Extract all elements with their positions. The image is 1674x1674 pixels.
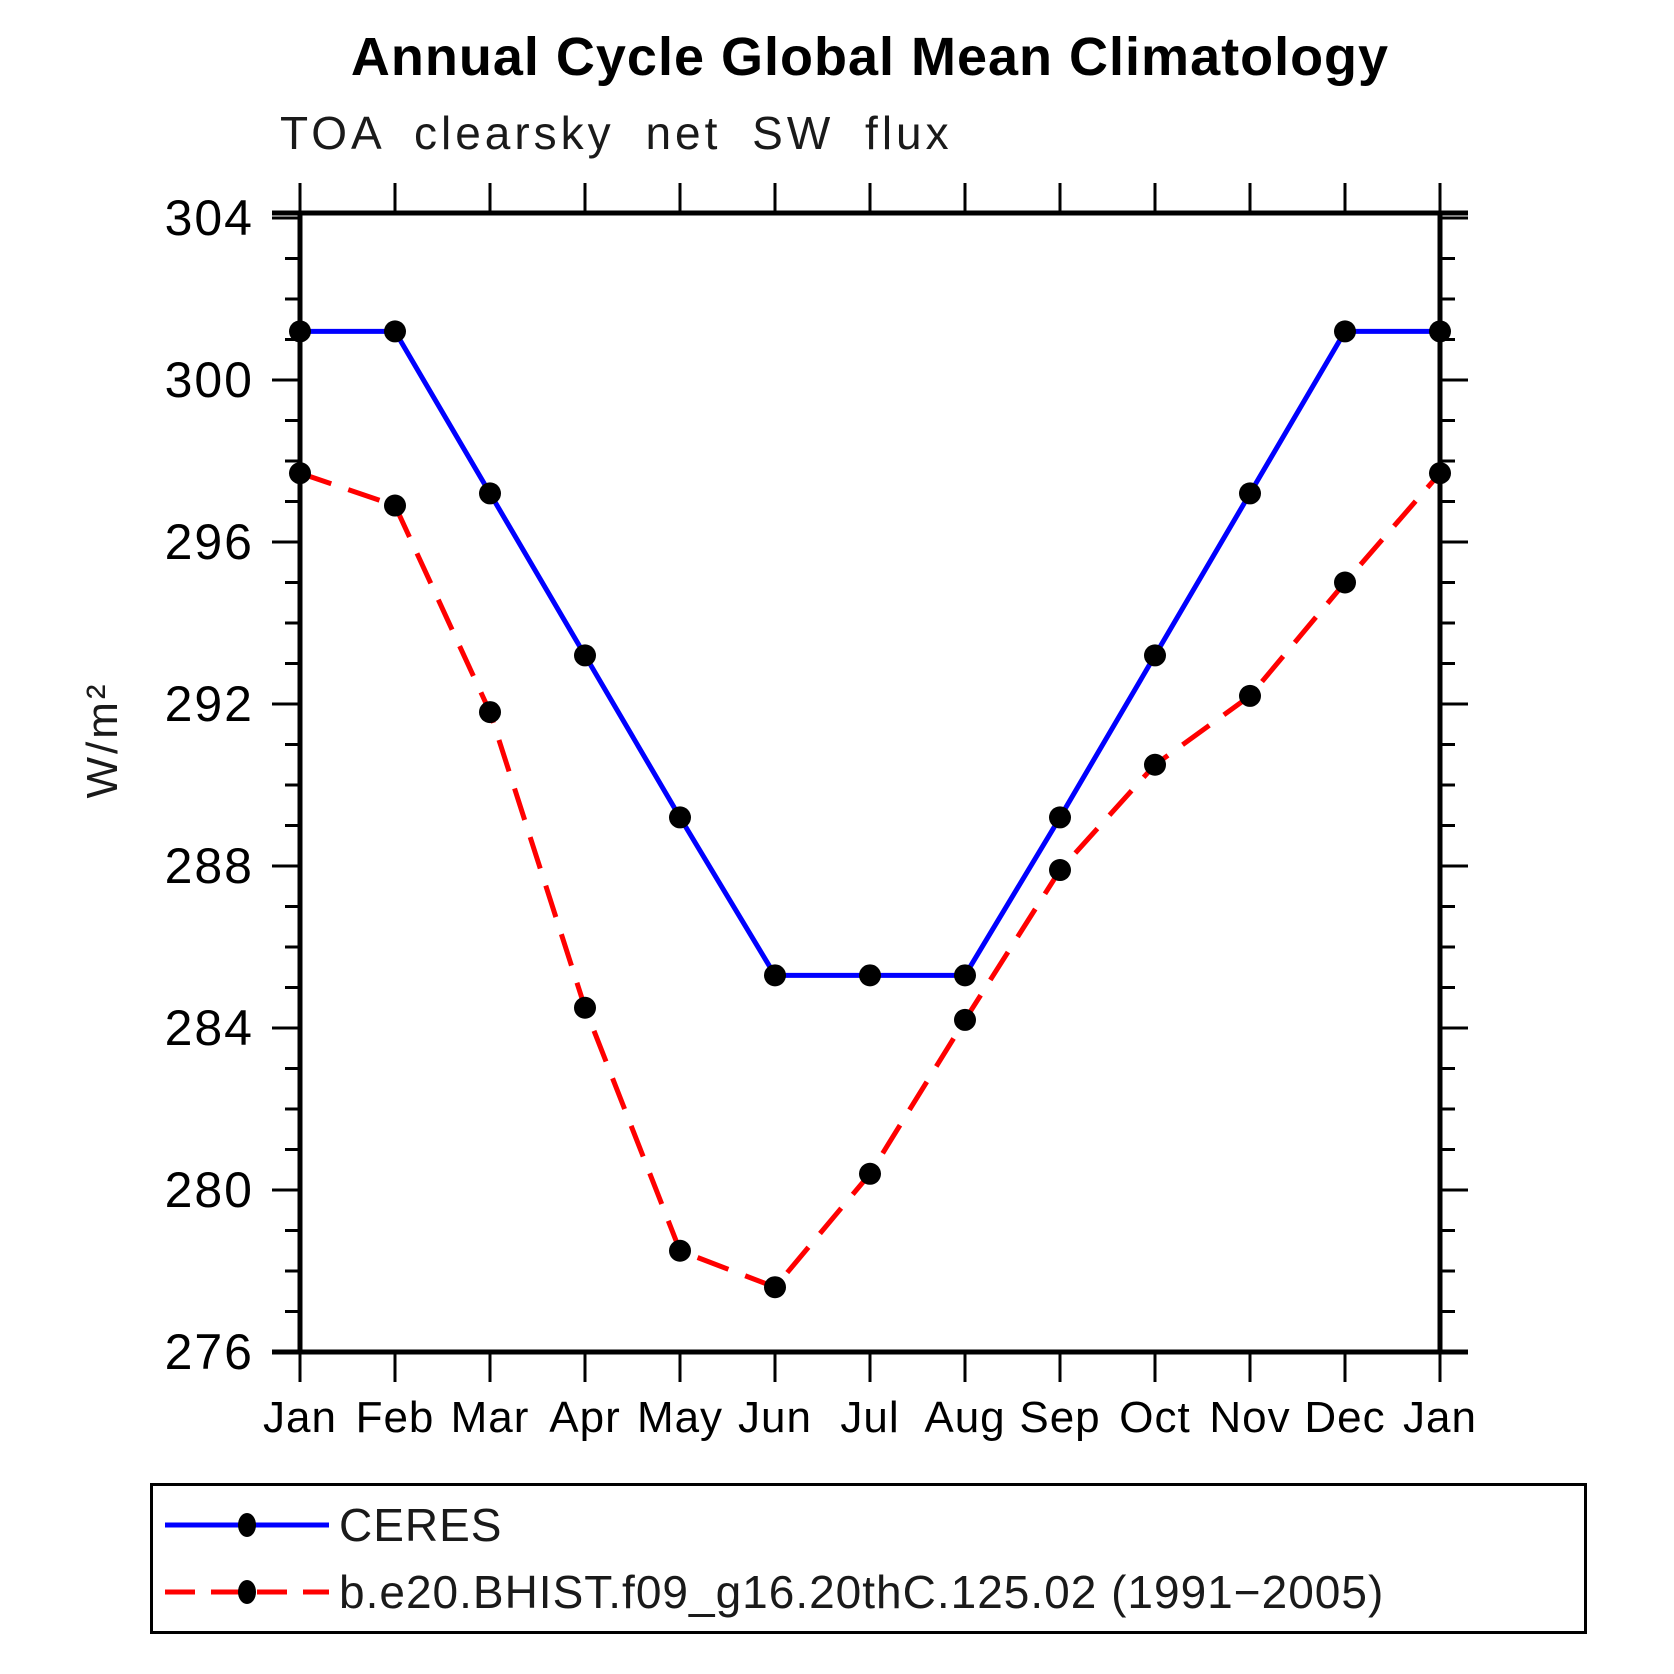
series-markers-0: [289, 320, 1451, 987]
data-point-marker: [859, 964, 881, 987]
data-point-marker: [1144, 753, 1166, 776]
data-point-marker: [1239, 684, 1261, 707]
ceres-line-sample: [165, 1513, 329, 1538]
data-point-marker: [574, 644, 596, 667]
data-point-marker: [954, 1008, 976, 1031]
data-point-marker: [384, 320, 406, 343]
legend-item-model: b.e20.BHIST.f09_g16.20thC.125.02 (1991−2…: [161, 1562, 1584, 1622]
data-point-marker: [1429, 320, 1451, 343]
data-point-marker: [384, 494, 406, 517]
legend-item-ceres: CERES: [161, 1495, 1584, 1555]
y-axis-ticks: [272, 216, 1468, 1354]
series-line-0: [300, 328, 1440, 978]
x-tick-label: Feb: [356, 1393, 435, 1442]
x-tick-label: Aug: [924, 1393, 1005, 1442]
data-point-marker: [764, 1276, 786, 1299]
y-tick-label: 276: [165, 1324, 254, 1380]
y-tick-label: 288: [165, 838, 254, 894]
data-point-marker: [1239, 482, 1261, 505]
series-markers-1: [289, 462, 1451, 1299]
data-point-marker: [479, 701, 501, 724]
data-point-marker: [1049, 859, 1071, 882]
x-tick-label: Apr: [549, 1393, 620, 1442]
x-tick-label: Oct: [1119, 1393, 1190, 1442]
model-line-sample: [165, 1579, 329, 1604]
x-axis-ticks: [298, 183, 1442, 1382]
y-tick-label: 284: [165, 1000, 254, 1056]
y-tick-label: 296: [165, 514, 254, 570]
x-tick-labels: Jan Feb Mar Apr May Jun Jul Aug Sep Oct Nov Dec Jan: [263, 1393, 1477, 1442]
x-tick-label: Jan: [263, 1393, 337, 1442]
data-point-marker: [669, 1239, 691, 1262]
legend-label-ceres: CERES: [339, 1499, 503, 1552]
data-point-marker: [574, 996, 596, 1019]
x-tick-label: Jul: [840, 1393, 899, 1442]
chart-subtitle: TOA clearsky net SW flux: [280, 107, 953, 159]
data-point-marker: [1334, 320, 1356, 343]
chart-title: Annual Cycle Global Mean Climatology: [350, 27, 1390, 87]
data-point-marker: [289, 320, 311, 343]
data-point-marker: [1429, 462, 1451, 485]
x-tick-label: Sep: [1019, 1393, 1100, 1442]
data-point-marker: [479, 482, 501, 505]
data-point-marker: [289, 462, 311, 485]
x-tick-label: Jan: [1403, 1393, 1477, 1442]
data-point-marker: [1144, 644, 1166, 667]
legend-marker-icon: [238, 1513, 256, 1538]
legend-box: CERES b.e20.BHIST.f09_g16.20thC.125.02 (…: [150, 1483, 1587, 1634]
data-point-marker: [954, 964, 976, 987]
data-point-marker: [764, 964, 786, 987]
data-point-marker: [859, 1162, 881, 1185]
y-tick-label: 292: [165, 676, 254, 732]
data-point-marker: [1334, 571, 1356, 594]
y-tick-label: 300: [165, 352, 254, 408]
legend-marker-icon: [238, 1579, 256, 1604]
y-tick-label: 280: [165, 1162, 254, 1218]
x-tick-label: May: [637, 1393, 723, 1442]
x-tick-label: Nov: [1209, 1393, 1290, 1442]
x-tick-label: Mar: [451, 1393, 530, 1442]
legend-label-model: b.e20.BHIST.f09_g16.20thC.125.02 (1991−2…: [339, 1565, 1385, 1618]
data-point-marker: [669, 806, 691, 829]
x-tick-label: Dec: [1304, 1393, 1385, 1442]
data-point-marker: [1049, 806, 1071, 829]
x-tick-label: Jun: [738, 1393, 812, 1442]
y-tick-labels: 276 280 284 288 292 296 300 304: [165, 190, 254, 1380]
y-tick-label: 304: [165, 190, 254, 246]
